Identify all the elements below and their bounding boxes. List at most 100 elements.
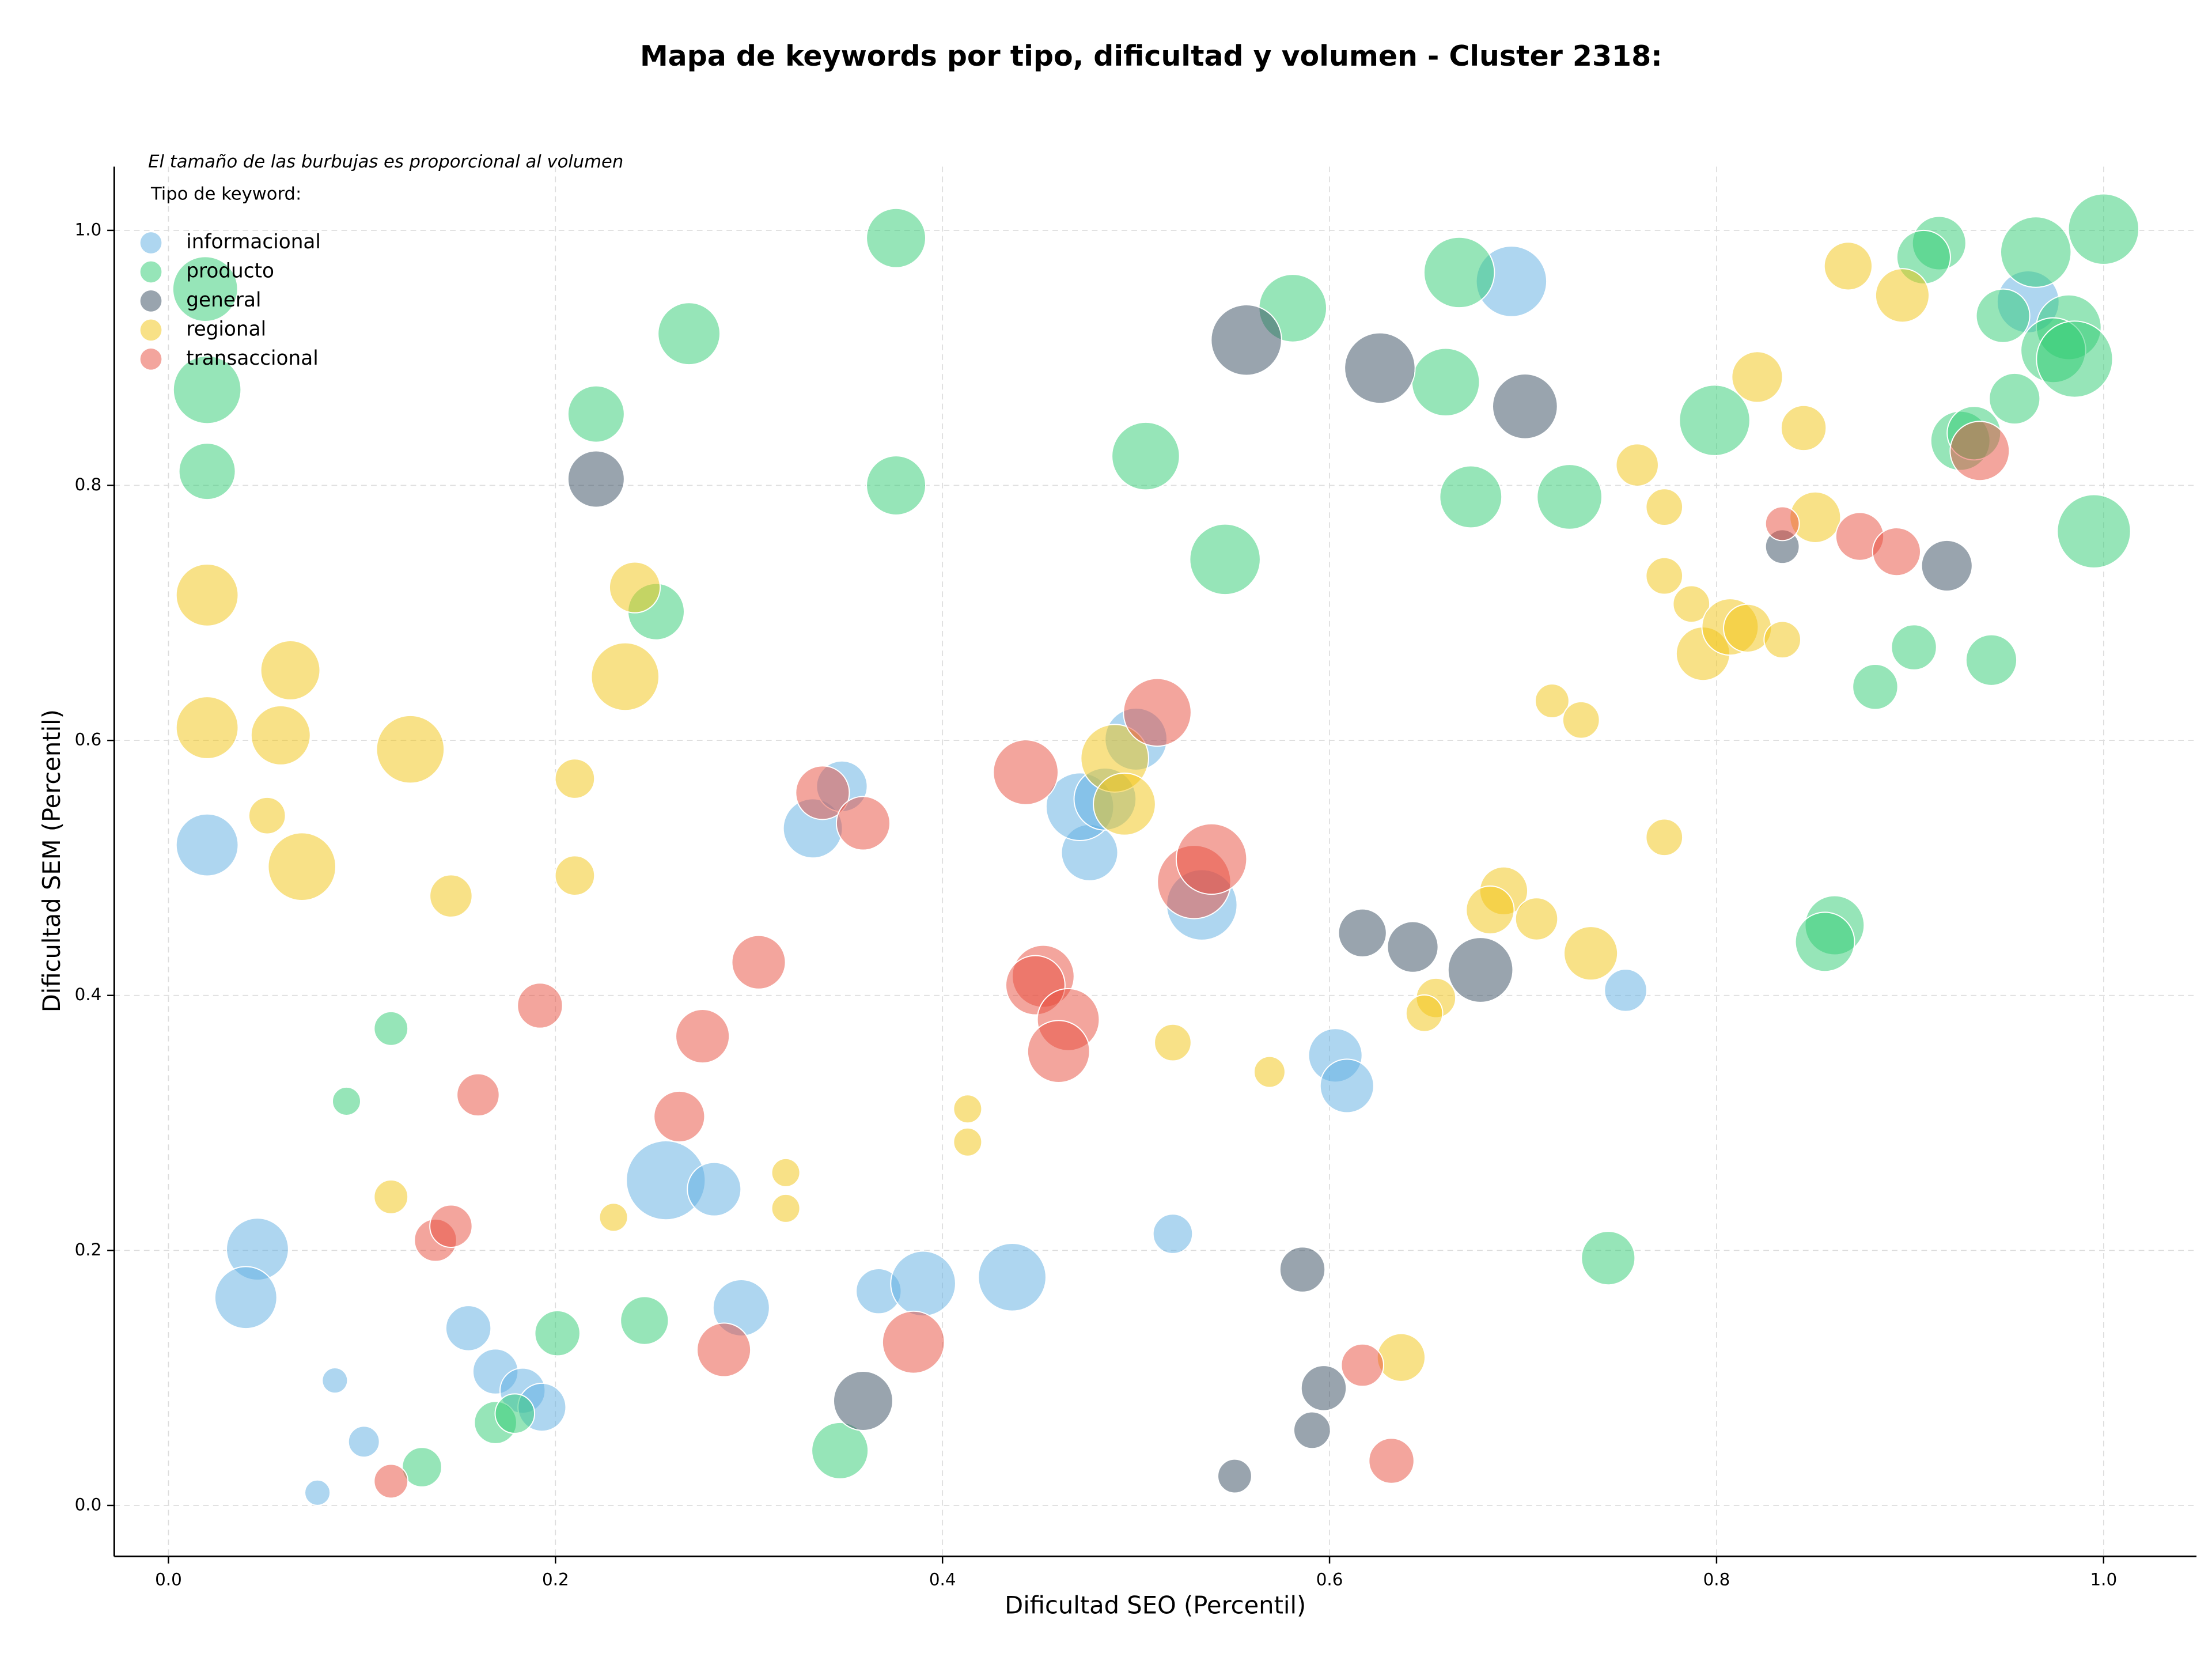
bubble (1368, 1437, 1415, 1484)
bubble (1780, 404, 1827, 452)
bubble (1492, 373, 1558, 440)
bubble (590, 642, 660, 712)
bubble (890, 1250, 956, 1317)
bubble (1338, 908, 1387, 958)
bubble (1465, 885, 1515, 935)
x-tick-label: 0.2 (542, 1570, 569, 1590)
bubble (2036, 320, 2113, 398)
bubble (267, 832, 336, 901)
bubble (517, 982, 563, 1029)
bubble (1852, 664, 1899, 710)
bubble (1279, 1246, 1326, 1293)
bubble (1405, 994, 1444, 1032)
y-axis-label: Dificultad SEM (Percentil) (37, 709, 66, 1012)
bubble (429, 874, 473, 918)
bubble (175, 813, 239, 877)
size-note: El tamaño de las burbujas es proporciona… (148, 152, 623, 172)
bubble (1874, 268, 1930, 323)
bubble (250, 705, 311, 766)
bubble (373, 1463, 409, 1499)
chart-title: Mapa de keywords por tipo, dificultad y … (640, 40, 1662, 73)
y-tick-label: 0.6 (75, 730, 102, 750)
bubble (1293, 1411, 1331, 1450)
x-tick-label: 1.0 (2090, 1570, 2117, 1590)
bubble (321, 1367, 349, 1394)
legend-marker (140, 319, 162, 341)
bubble (1645, 818, 1684, 857)
bubble (1217, 1458, 1252, 1494)
x-tick-label: 0.0 (155, 1570, 182, 1590)
bubble (866, 455, 926, 516)
bubble (1679, 384, 1751, 456)
bubble (1111, 421, 1180, 491)
bubble (1535, 683, 1570, 718)
y-tick-label: 1.0 (75, 220, 102, 239)
bubble (1891, 624, 1937, 671)
x-axis-label: Dificultad SEO (Percentil) (1005, 1591, 1306, 1620)
bubble (657, 302, 721, 366)
bubble (304, 1479, 331, 1506)
bubble (554, 758, 596, 799)
bubble (1731, 351, 1783, 403)
bubble (866, 207, 926, 268)
bubble (175, 563, 239, 627)
bubble (347, 1425, 380, 1458)
bubble (1514, 897, 1559, 941)
bubble (835, 796, 891, 851)
bubble (1764, 506, 1800, 542)
bubble (978, 1243, 1047, 1312)
bubble (1988, 372, 2041, 425)
bubble (1123, 678, 1192, 747)
bubble (1319, 1058, 1374, 1114)
bubble (1975, 288, 2031, 343)
bubble (1344, 332, 1416, 404)
bubble (881, 1310, 945, 1374)
bubble (795, 765, 850, 820)
bubble (599, 1202, 628, 1232)
bubble (1536, 464, 1603, 530)
y-tick-label: 0.4 (75, 985, 102, 1004)
legend-label: regional (186, 317, 266, 340)
bubble (1794, 911, 1855, 973)
plot-area: 0.0 0.2 0.4 0.6 0.8 1.0 0.0 0.2 0.4 0.6 0.8 1.0 (75, 167, 2197, 1590)
bubble (1965, 634, 2018, 686)
bubble (1763, 620, 1801, 659)
bubble (1645, 557, 1684, 595)
bubble (1615, 443, 1659, 487)
y-tick-label: 0.8 (75, 475, 102, 494)
bubble (554, 855, 596, 896)
bubble (771, 1193, 801, 1223)
bubble (1189, 523, 1261, 596)
bubble (567, 450, 625, 508)
bubble (1387, 921, 1439, 973)
legend-marker (140, 261, 162, 283)
bubble (1340, 1343, 1384, 1387)
bubble (534, 1310, 581, 1357)
x-tick-label: 0.4 (929, 1570, 956, 1590)
bubble (1411, 347, 1480, 417)
bubble (1872, 527, 1921, 577)
bubble (953, 1094, 983, 1124)
legend-title: Tipo de keyword: (150, 184, 301, 205)
bubble (2067, 193, 2140, 265)
bubble (1563, 926, 1619, 981)
bubble (1300, 1365, 1347, 1412)
bubble (494, 1393, 536, 1434)
bubble (811, 1421, 869, 1480)
legend: informacional producto general regional tran… (140, 230, 321, 370)
y-tick-label: 0.0 (75, 1494, 102, 1514)
bubble (1027, 1020, 1090, 1083)
bubble (429, 1204, 473, 1248)
bubble (373, 1179, 409, 1214)
bubble (1581, 1231, 1636, 1286)
bubble (1376, 1333, 1426, 1382)
bubble (1447, 937, 1514, 1003)
legend-marker (140, 232, 162, 253)
legend-marker (140, 348, 162, 370)
bubble (1093, 772, 1156, 836)
bubble (373, 1011, 409, 1046)
bubble (260, 640, 321, 701)
bubble (731, 934, 786, 990)
bubble (2000, 216, 2072, 288)
